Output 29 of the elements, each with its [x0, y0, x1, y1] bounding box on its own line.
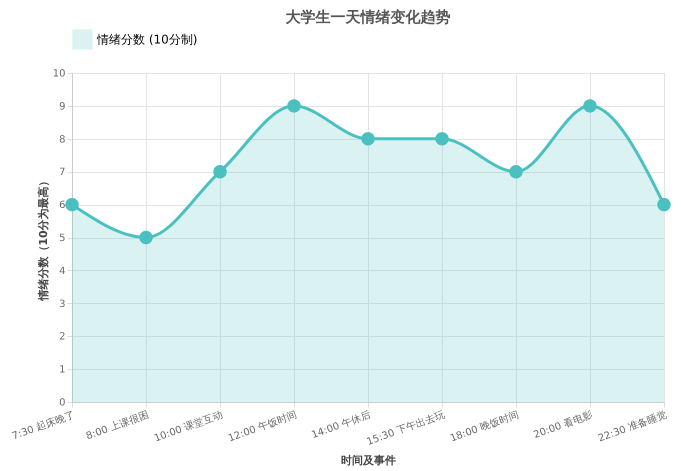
point: [139, 230, 153, 244]
point: [583, 99, 597, 113]
y-tick-label: 9: [59, 101, 66, 112]
y-tick-label: 8: [59, 134, 66, 146]
x-tick-label: 18:00 晚饭时间: [448, 408, 520, 444]
point: [509, 165, 523, 178]
y-tick-label: 4: [59, 266, 66, 277]
point: [287, 99, 301, 113]
y-tick-label: 2: [59, 332, 66, 343]
x-axis-title: 时间及事件: [341, 454, 396, 467]
x-tick-label: 22:30 准备睡觉: [596, 408, 668, 444]
x-tick-label: 7:30 起床晚了: [10, 408, 76, 442]
legend-label: 情绪分数 (10分制): [96, 32, 198, 46]
y-tick-label: 5: [59, 233, 66, 244]
x-tick-label: 10:00 课堂互动: [152, 408, 224, 444]
y-tick-label: 0: [59, 398, 66, 408]
x-tick-label: 20:00 看电影: [532, 408, 594, 442]
y-tick-label: 10: [52, 68, 66, 80]
y-tick-label: 7: [59, 167, 66, 178]
point: [213, 165, 227, 178]
y-tick-label: 3: [59, 298, 66, 310]
point: [65, 198, 79, 212]
x-tick-label: 12:00 午饭时间: [226, 408, 298, 444]
chart-title: 大学生一天情绪变化趋势: [286, 8, 450, 26]
point: [435, 132, 449, 146]
y-tick-label: 6: [59, 200, 66, 212]
x-tick-label: 8:00 上课很困: [84, 408, 150, 442]
y-axis-title: 情绪分数（10分为最高）: [36, 175, 50, 302]
y-tick-label: 1: [59, 364, 66, 376]
